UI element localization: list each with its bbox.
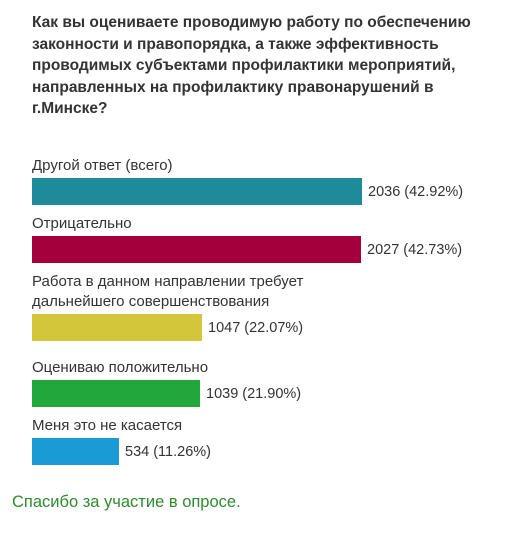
poll-option: Меня это не касается 534 (11.26%) xyxy=(32,416,502,465)
result-bar xyxy=(32,314,202,341)
result-bar xyxy=(32,178,362,205)
bar-value-label: 1047 (22.07%) xyxy=(208,320,304,336)
bar-row: 1039 (21.90%) xyxy=(32,380,502,407)
bar-row: 2036 (42.92%) xyxy=(32,178,502,205)
result-bar xyxy=(32,236,361,263)
thanks-message: Спасибо за участие в опросе. xyxy=(12,493,241,511)
bar-value-label: 2036 (42.92%) xyxy=(368,184,464,200)
poll-option: Другой ответ (всего) 2036 (42.92%) xyxy=(32,156,502,205)
bar-value-label: 2027 (42.73%) xyxy=(367,242,463,258)
result-bar xyxy=(32,438,119,465)
poll-option: Работа в данном направлении требует даль… xyxy=(32,272,502,341)
bar-value-label: 534 (11.26%) xyxy=(125,444,211,460)
result-bar xyxy=(32,380,200,407)
bar-row: 534 (11.26%) xyxy=(32,438,502,465)
option-label: Оцениваю положительно xyxy=(32,359,209,376)
poll-option: Оцениваю положительно 1039 (21.90%) xyxy=(32,358,502,407)
option-label: Работа в данном направлении требует даль… xyxy=(32,273,304,310)
option-label: Меня это не касается xyxy=(32,417,183,434)
poll-option: Отрицательно 2027 (42.73%) xyxy=(32,214,502,263)
option-label: Другой ответ (всего) xyxy=(32,157,173,174)
option-label: Отрицательно xyxy=(32,215,132,232)
bar-row: 1047 (22.07%) xyxy=(32,314,502,341)
bar-row: 2027 (42.73%) xyxy=(32,236,502,263)
poll-question: Как вы оцениваете проводимую работу по о… xyxy=(32,14,471,117)
bar-value-label: 1039 (21.90%) xyxy=(206,386,302,402)
